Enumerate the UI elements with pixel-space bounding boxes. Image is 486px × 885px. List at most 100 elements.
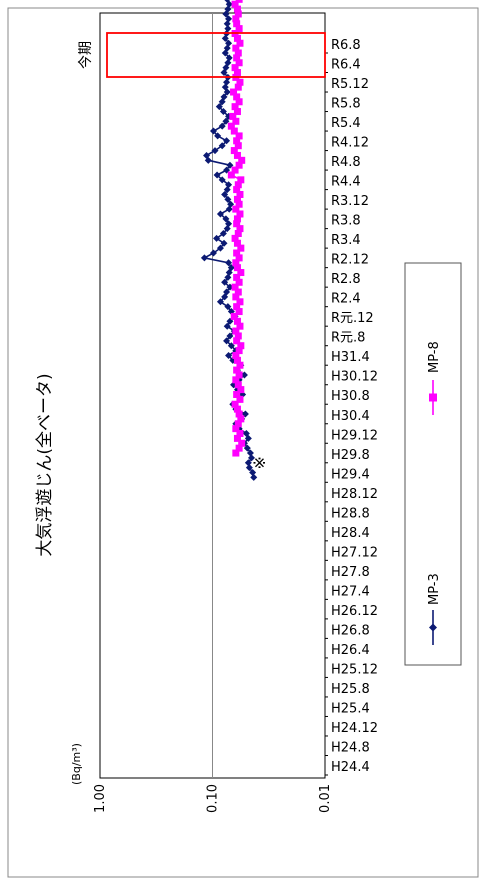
x-tick-label: H25.12 <box>331 662 378 677</box>
mp3-point <box>223 186 231 194</box>
x-tick-label: H26.4 <box>331 643 370 658</box>
mp3-point <box>219 108 227 116</box>
x-tick-label: R3.8 <box>331 214 361 229</box>
mp3-point <box>218 142 226 150</box>
x-tick-label: H27.12 <box>331 545 378 560</box>
mp3-point <box>249 469 257 477</box>
mp3-point <box>223 337 231 345</box>
mp3-point <box>244 459 252 467</box>
x-tick-label: R2.12 <box>331 253 369 268</box>
legend-mp3-label: MP-3 <box>427 573 442 605</box>
mp3-point <box>219 230 227 237</box>
mp3-point <box>221 190 229 198</box>
mp3-point <box>242 430 250 438</box>
mp3-point <box>223 288 231 296</box>
x-tick-label: H26.12 <box>331 604 378 619</box>
legend: MP-3 MP-8 <box>404 262 462 666</box>
mp3-point <box>216 298 224 306</box>
mp3-point <box>213 234 221 242</box>
mp3-point <box>248 454 256 462</box>
x-axis-ticks: H24.4 H24.8 H24.12 H25.4 H25.8 H25.12 H26.4 H26… <box>325 38 378 776</box>
x-tick-label: H28.4 <box>331 526 370 541</box>
x-tick-label: R2.8 <box>331 272 361 287</box>
x-tick-label: H24.4 <box>331 760 370 775</box>
x-tick-label: H28.8 <box>331 506 370 521</box>
mp3-point <box>221 49 229 57</box>
mp3-point <box>245 464 253 472</box>
x-tick-label: H26.8 <box>331 623 370 638</box>
mp3-point <box>223 78 231 86</box>
x-tick-label: R2.4 <box>331 292 361 307</box>
x-tick-label: H27.4 <box>331 584 370 599</box>
x-tick-label: H29.8 <box>331 448 370 463</box>
mp3-point <box>250 473 258 481</box>
x-tick-label: H25.4 <box>331 701 370 716</box>
x-tick-label: R4.4 <box>331 175 361 190</box>
mp3-point <box>220 69 228 77</box>
chart-rotated-group: H24.4 H24.8 H24.12 H25.4 H25.8 H25.12 H26.4 H26… <box>35 0 462 813</box>
x-tick-label: R6.8 <box>331 38 361 53</box>
mp3-point <box>225 0 233 8</box>
current-period-box <box>106 32 326 78</box>
x-tick-label: H29.4 <box>331 467 370 482</box>
mp3-point <box>225 15 233 23</box>
mp3-point <box>222 215 230 223</box>
annotation-mark: ※ <box>250 456 269 469</box>
x-tick-label: R元.12 <box>331 311 374 326</box>
mp3-point <box>225 181 233 189</box>
mp3-point <box>211 147 219 155</box>
mp3-point <box>224 195 232 203</box>
y-tick-label: 0.01 <box>318 784 333 813</box>
mp3-point <box>225 351 233 359</box>
y-tick-label: 0.10 <box>206 784 221 813</box>
mp3-point <box>218 122 226 130</box>
x-tick-label: R6.4 <box>331 58 361 73</box>
x-tick-label: H31.4 <box>331 350 370 365</box>
mp3-point <box>221 83 229 91</box>
mp3-point <box>241 410 249 418</box>
legend-mp3-marker <box>429 623 437 632</box>
mp3-point <box>224 59 232 67</box>
x-tick-label: H25.8 <box>331 682 370 697</box>
mp3-point <box>223 88 231 96</box>
mp3-point <box>209 127 217 135</box>
mp3-point <box>225 39 233 47</box>
mp3-point <box>209 249 217 257</box>
mp3-point <box>216 210 224 218</box>
mp3-point <box>224 25 232 33</box>
mp3-point <box>240 371 248 379</box>
x-tick-label: H28.12 <box>331 487 378 502</box>
x-tick-label: R4.12 <box>331 136 369 151</box>
x-tick-label: R3.4 <box>331 233 361 248</box>
y-tick-label: 1.00 <box>93 784 108 813</box>
legend-box <box>404 262 462 666</box>
mp3-point <box>223 20 231 28</box>
x-tick-label: R元.8 <box>331 331 365 346</box>
x-tick-label: H29.12 <box>331 428 378 443</box>
mp3-point <box>214 132 222 140</box>
legend-mp8-marker <box>429 393 437 402</box>
unit-label: (Bq/m³) <box>70 743 83 785</box>
mp3-point <box>220 93 228 101</box>
mp3-point <box>244 434 252 442</box>
mp3-point <box>221 34 229 42</box>
x-tick-label: R5.4 <box>331 116 361 131</box>
x-tick-label: H30.12 <box>331 370 378 385</box>
mp3-point <box>223 0 231 3</box>
mp3-point <box>220 239 228 247</box>
mp3-point <box>246 449 254 457</box>
mp3-point <box>223 44 231 52</box>
mp3-point <box>227 342 235 350</box>
x-tick-label: H27.8 <box>331 565 370 580</box>
series-mp8 <box>227 0 246 457</box>
x-tick-label: R3.12 <box>331 194 369 209</box>
mp3-point <box>227 308 235 316</box>
legend-mp8-label: MP-8 <box>427 341 442 373</box>
x-tick-label: R5.12 <box>331 77 369 92</box>
x-tick-label: H24.8 <box>331 740 370 755</box>
mp3-point <box>223 137 231 145</box>
x-tick-label: H30.4 <box>331 409 370 424</box>
mp3-point <box>218 176 226 184</box>
x-tick-label: R4.8 <box>331 155 361 170</box>
mp3-point <box>221 278 229 286</box>
